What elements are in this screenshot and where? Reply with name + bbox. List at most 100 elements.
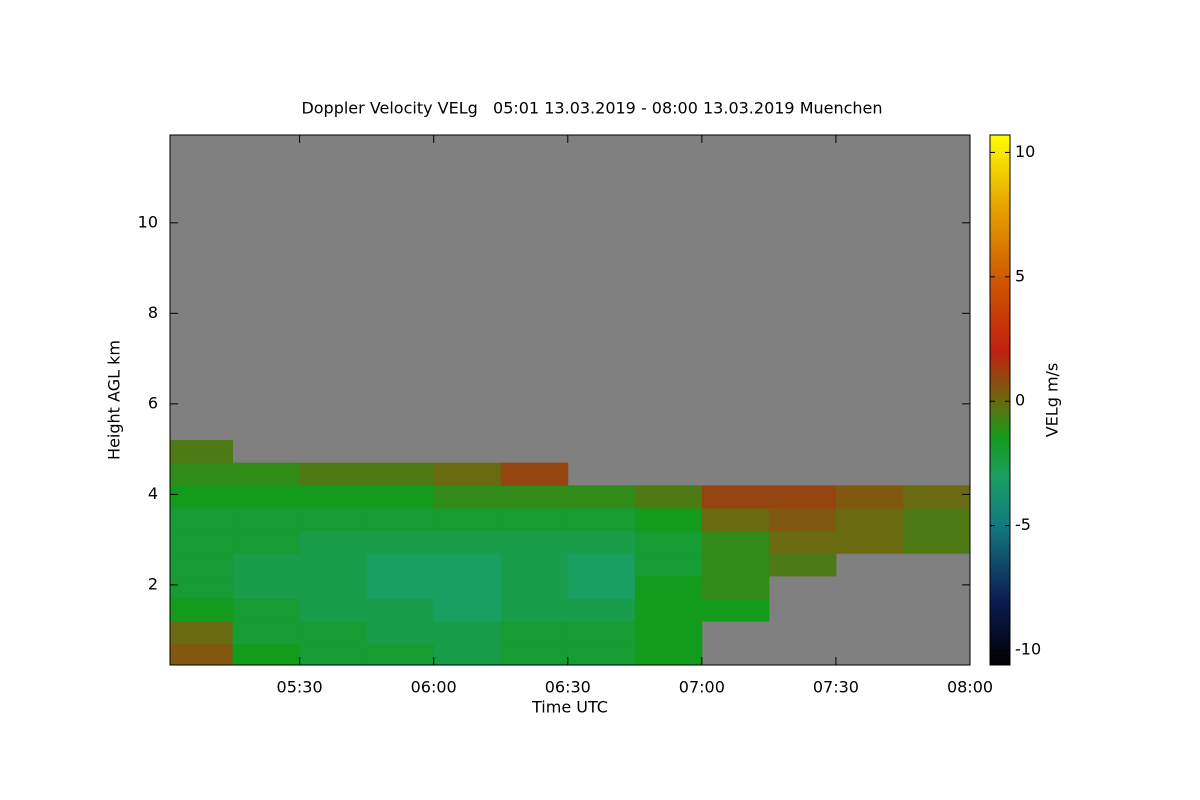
heatmap-cell	[701, 530, 770, 554]
heatmap-cell	[232, 598, 301, 622]
heatmap-cell	[567, 575, 636, 599]
heatmap-cell	[768, 530, 837, 554]
heatmap-cell	[170, 440, 234, 464]
heatmap-cell	[567, 643, 636, 665]
heatmap-cell	[170, 462, 234, 486]
heatmap-cell	[634, 530, 703, 554]
heatmap-cell	[567, 507, 636, 532]
heatmap-cell	[299, 553, 368, 577]
heatmap-cell	[232, 575, 301, 599]
heatmap-cell	[433, 643, 502, 665]
heatmap-cell	[170, 643, 234, 665]
heatmap-cell	[433, 462, 502, 486]
x-tick-label: 07:30	[813, 678, 859, 697]
heatmap-cell	[701, 507, 770, 532]
x-tick-label: 05:30	[277, 678, 323, 697]
heatmap-cell	[170, 530, 234, 554]
y-tick-label: 4	[148, 484, 158, 503]
heatmap-cell	[232, 462, 301, 486]
x-tick-label: 08:00	[947, 678, 993, 697]
heatmap-cell	[902, 485, 970, 509]
heatmap-cell	[433, 621, 502, 645]
heatmap-cell	[170, 507, 234, 532]
colorbar-tick-label: -10	[1015, 640, 1041, 659]
heatmap-cell	[835, 485, 904, 509]
heatmap-cell	[701, 485, 770, 509]
plot-frame	[169, 134, 971, 666]
heatmap-cell	[634, 507, 703, 532]
heatmap-cell	[232, 621, 301, 645]
heatmap-cell	[170, 553, 234, 577]
heatmap-cell	[701, 598, 770, 622]
heatmap-cell	[299, 643, 368, 665]
heatmap-cell	[500, 621, 569, 645]
heatmap	[170, 440, 970, 665]
heatmap-cell	[299, 621, 368, 645]
heatmap-cell	[500, 598, 569, 622]
heatmap-cell	[567, 553, 636, 577]
heatmap-cell	[366, 485, 435, 509]
x-axis-label: Time UTC	[531, 698, 608, 717]
heatmap-cell	[366, 643, 435, 665]
heatmap-cell	[500, 643, 569, 665]
heatmap-cell	[433, 598, 502, 622]
heatmap-cell	[170, 575, 234, 599]
heatmap-cell	[433, 553, 502, 577]
heatmap-cell	[634, 485, 703, 509]
heatmap-cell	[299, 530, 368, 554]
heatmap-cell	[433, 507, 502, 532]
heatmap-cell	[768, 507, 837, 532]
y-tick-label: 8	[148, 303, 158, 322]
heatmap-cell	[500, 507, 569, 532]
heatmap-cell	[500, 553, 569, 577]
heatmap-cell	[299, 485, 368, 509]
heatmap-cell	[232, 553, 301, 577]
heatmap-cell	[500, 485, 569, 509]
heatmap-cell	[366, 530, 435, 554]
heatmap-cell	[768, 485, 837, 509]
x-tick-label: 06:30	[545, 678, 591, 697]
heatmap-cell	[299, 462, 368, 486]
heatmap-cell	[366, 553, 435, 577]
heatmap-cell	[366, 621, 435, 645]
heatmap-cell	[433, 530, 502, 554]
y-tick-label: 6	[148, 393, 158, 412]
colorbar-label: VELg m/s	[1043, 363, 1062, 438]
y-axis-label: Height AGL km	[105, 340, 124, 460]
heatmap-cell	[902, 507, 970, 532]
heatmap-cell	[634, 553, 703, 577]
y-tick-label: 10	[138, 212, 158, 231]
heatmap-cell	[500, 530, 569, 554]
heatmap-cell	[366, 462, 435, 486]
heatmap-cell	[634, 575, 703, 599]
x-tick-label: 06:00	[411, 678, 457, 697]
heatmap-cell	[902, 530, 970, 554]
x-tick-label: 07:00	[679, 678, 725, 697]
heatmap-cell	[232, 507, 301, 532]
colorbar-tick-label: 5	[1015, 266, 1025, 285]
heatmap-cell	[835, 530, 904, 554]
heatmap-cell	[170, 598, 234, 622]
heatmap-cell	[768, 553, 837, 577]
colorbar	[989, 134, 1011, 666]
y-tick-label: 2	[148, 574, 158, 593]
chart-title: Doppler Velocity VELg 05:01 13.03.2019 -…	[301, 99, 882, 118]
heatmap-cell	[701, 575, 770, 599]
heatmap-cell	[835, 507, 904, 532]
heatmap-cell	[567, 530, 636, 554]
heatmap-cell	[701, 553, 770, 577]
heatmap-cell	[500, 462, 569, 486]
heatmap-cell	[299, 507, 368, 532]
heatmap-cell	[232, 485, 301, 509]
heatmap-cell	[433, 485, 502, 509]
heatmap-cell	[299, 598, 368, 622]
heatmap-cell	[567, 598, 636, 622]
heatmap-cell	[634, 598, 703, 622]
colorbar-tick-label: 10	[1015, 142, 1035, 161]
heatmap-cell	[170, 621, 234, 645]
heatmap-cell	[366, 575, 435, 599]
heatmap-cell	[634, 643, 703, 665]
heatmap-cell	[366, 598, 435, 622]
heatmap-cell	[366, 507, 435, 532]
